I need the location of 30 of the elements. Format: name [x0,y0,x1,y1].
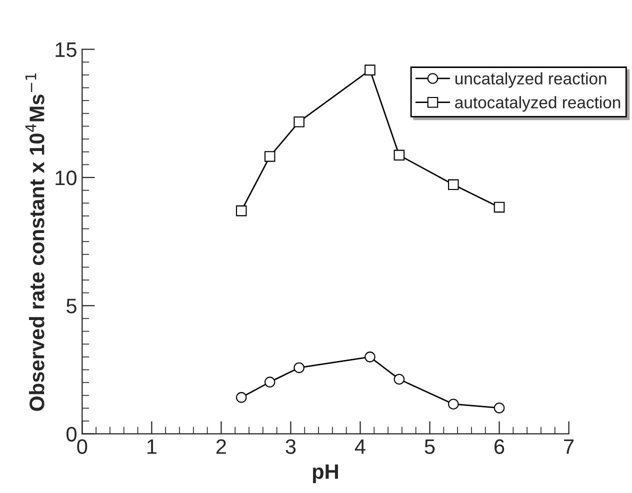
point [236,392,247,403]
y-axis-title: Observed rate constant x 10$^{4}$Ms$^{−1}$ [26,73,44,411]
point [264,376,276,388]
x-tick-label: 5 [424,439,435,454]
x-tick-label: 2 [216,439,226,454]
y-tick-label: 10 [56,170,76,186]
legend-label: uncatalyzed reaction [455,72,606,88]
x-tick-label: 1 [147,439,156,454]
point [294,362,304,374]
point [494,402,505,414]
point [394,150,405,161]
point [364,64,376,76]
x-tick-label: 6 [494,439,504,454]
x-tick-label: 4 [354,439,366,454]
point [394,374,405,385]
y-tick-label: 0 [66,426,76,442]
x-tick-label: 3 [286,439,296,454]
y-tick-label: 15 [56,42,76,58]
legend-label: autocatalyzed reaction [455,96,620,112]
point [294,116,304,128]
point [264,151,276,162]
x-tick-label: 0 [77,439,88,454]
point [448,398,459,410]
x-axis-title: pH [312,464,338,484]
x-tick-label: 7 [564,439,574,454]
y-tick-label: 5 [66,298,76,314]
point [236,205,247,216]
point [364,352,376,362]
point [448,179,459,190]
point [494,202,505,213]
